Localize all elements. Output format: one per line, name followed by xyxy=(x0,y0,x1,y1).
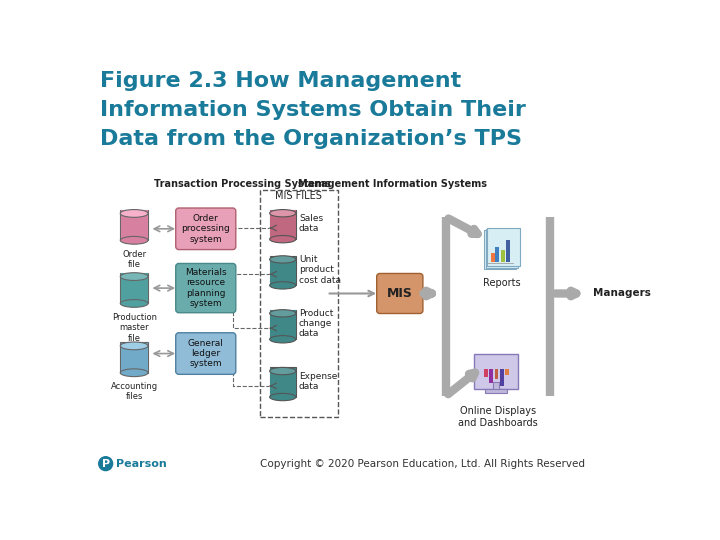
Text: Product
change
data: Product change data xyxy=(299,309,333,339)
Bar xyxy=(495,247,499,262)
Text: Transaction Processing Systems: Transaction Processing Systems xyxy=(153,179,330,189)
Ellipse shape xyxy=(120,342,148,350)
Bar xyxy=(120,343,148,372)
Bar xyxy=(270,210,296,239)
Text: Management Information Systems: Management Information Systems xyxy=(297,179,487,189)
Text: Order
file: Order file xyxy=(122,249,146,269)
Bar xyxy=(485,389,507,393)
Bar xyxy=(120,342,148,373)
Bar xyxy=(270,310,295,339)
FancyBboxPatch shape xyxy=(377,273,423,314)
Text: Information Systems Obtain Their: Information Systems Obtain Their xyxy=(99,100,526,120)
Text: General
ledger
system: General ledger system xyxy=(188,339,224,368)
Ellipse shape xyxy=(270,393,296,401)
FancyBboxPatch shape xyxy=(485,229,518,268)
Text: Managers: Managers xyxy=(593,288,651,299)
FancyBboxPatch shape xyxy=(484,231,516,269)
Ellipse shape xyxy=(120,300,148,307)
Bar xyxy=(260,190,338,417)
Bar xyxy=(270,368,295,396)
FancyBboxPatch shape xyxy=(176,333,235,374)
Text: Unit
product
cost data: Unit product cost data xyxy=(299,255,341,285)
Bar xyxy=(270,210,295,239)
Bar xyxy=(506,240,510,262)
Ellipse shape xyxy=(120,210,148,217)
Bar xyxy=(493,382,499,390)
Text: Copyright © 2020 Pearson Education, Ltd. All Rights Reserved: Copyright © 2020 Pearson Education, Ltd.… xyxy=(261,458,585,469)
Bar xyxy=(489,369,493,383)
Text: Data from the Organization’s TPS: Data from the Organization’s TPS xyxy=(99,130,521,150)
Bar xyxy=(270,309,296,339)
Ellipse shape xyxy=(120,369,148,376)
FancyBboxPatch shape xyxy=(474,354,518,389)
Ellipse shape xyxy=(270,309,296,317)
Text: Sales
data: Sales data xyxy=(299,214,323,233)
Ellipse shape xyxy=(270,282,296,289)
Text: MIS: MIS xyxy=(387,287,413,300)
FancyBboxPatch shape xyxy=(176,208,235,249)
Bar xyxy=(120,273,148,303)
Bar xyxy=(270,256,296,285)
Bar xyxy=(484,369,487,377)
Ellipse shape xyxy=(120,273,148,280)
FancyBboxPatch shape xyxy=(487,228,520,266)
Bar xyxy=(500,251,505,262)
Circle shape xyxy=(99,457,112,470)
Text: Order
processing
system: Order processing system xyxy=(181,214,230,244)
Ellipse shape xyxy=(270,210,296,217)
Text: P: P xyxy=(102,458,109,469)
Bar xyxy=(120,273,148,302)
Ellipse shape xyxy=(270,367,296,375)
Ellipse shape xyxy=(270,336,296,343)
Bar xyxy=(270,256,295,285)
Text: Production
master
file: Production master file xyxy=(112,313,157,342)
Text: Pearson: Pearson xyxy=(117,458,167,469)
Bar xyxy=(505,369,509,375)
Text: Accounting
files: Accounting files xyxy=(111,382,158,401)
Text: Expense
data: Expense data xyxy=(299,372,337,391)
Bar xyxy=(120,210,148,240)
Bar xyxy=(120,211,148,240)
Text: Reports: Reports xyxy=(482,278,521,288)
Text: Figure 2.3 How Management: Figure 2.3 How Management xyxy=(99,71,461,91)
Text: Materials
resource
planning
system: Materials resource planning system xyxy=(185,268,227,308)
FancyBboxPatch shape xyxy=(176,264,235,313)
Bar xyxy=(500,369,504,386)
Text: Online Displays
and Dashboards: Online Displays and Dashboards xyxy=(458,406,537,428)
Bar xyxy=(495,369,498,379)
Text: MIS FILES: MIS FILES xyxy=(276,191,323,201)
Ellipse shape xyxy=(120,237,148,244)
Bar xyxy=(490,253,495,262)
Ellipse shape xyxy=(270,256,296,263)
Ellipse shape xyxy=(270,235,296,243)
Bar xyxy=(270,367,296,397)
